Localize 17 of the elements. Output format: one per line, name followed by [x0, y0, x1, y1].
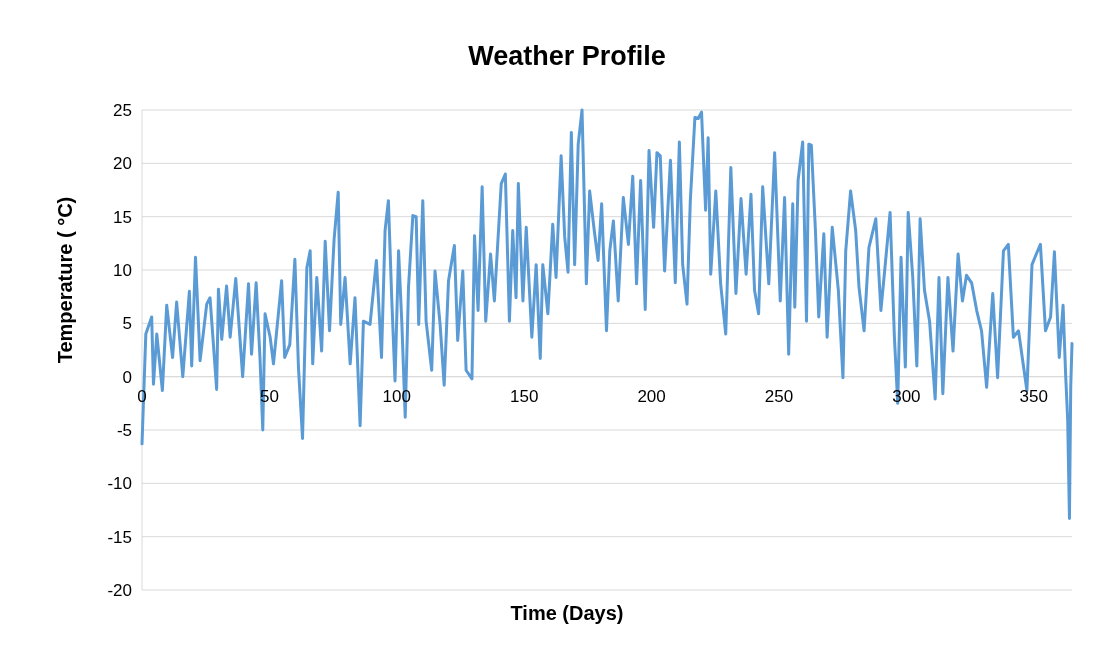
x-tick-label: 250	[764, 386, 794, 406]
y-tick-label: -5	[116, 420, 132, 440]
x-tick-label: 350	[1019, 386, 1048, 406]
y-tick-label: -10	[107, 474, 132, 494]
y-tick-label: 15	[113, 207, 132, 227]
y-tick-label: -15	[107, 527, 132, 547]
y-tick-label: 5	[122, 314, 132, 334]
y-axis-title: Temperature ( °C)	[54, 196, 76, 364]
x-tick-label: 150	[510, 386, 539, 406]
x-axis-title: Time (Days)	[510, 602, 624, 624]
y-tick-label: 20	[113, 154, 132, 174]
y-tick-label: 25	[113, 100, 132, 120]
chart-title: Weather Profile	[468, 41, 666, 71]
y-tick-label: -20	[107, 580, 132, 600]
y-tick-label: 0	[122, 367, 132, 387]
y-tick-label: 10	[113, 260, 132, 280]
x-tick-label: 200	[637, 386, 666, 406]
